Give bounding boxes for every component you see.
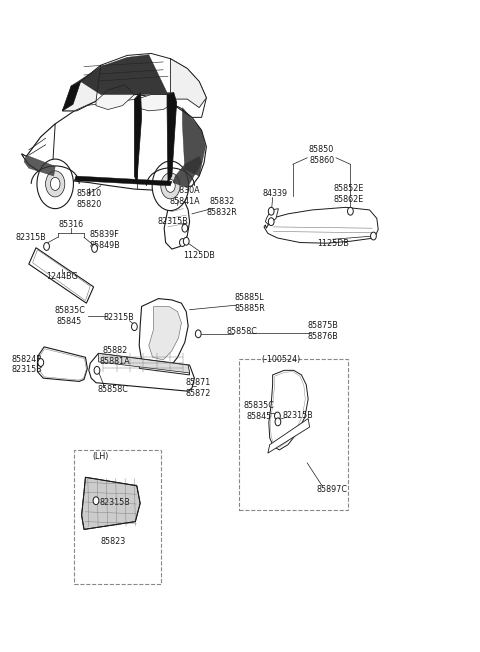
Polygon shape [74, 176, 172, 186]
Polygon shape [37, 347, 87, 381]
Circle shape [275, 418, 281, 426]
Circle shape [268, 218, 274, 226]
Polygon shape [98, 353, 190, 373]
Text: 85316: 85316 [59, 220, 84, 230]
Text: 85897C: 85897C [317, 485, 348, 494]
Circle shape [132, 323, 137, 331]
Text: 85871
85872: 85871 85872 [186, 378, 211, 398]
Polygon shape [24, 155, 55, 176]
Polygon shape [173, 156, 202, 188]
Text: 85875B
85876B: 85875B 85876B [307, 321, 338, 341]
Text: 82315B: 82315B [282, 411, 313, 421]
Circle shape [195, 330, 201, 338]
Polygon shape [268, 419, 310, 453]
Circle shape [268, 207, 274, 215]
Circle shape [50, 177, 60, 190]
Text: 82315B: 82315B [100, 497, 131, 507]
Polygon shape [139, 360, 190, 375]
Polygon shape [269, 370, 308, 450]
Polygon shape [96, 85, 134, 110]
Circle shape [180, 239, 185, 246]
Polygon shape [62, 53, 206, 117]
Polygon shape [182, 108, 205, 176]
Text: (-100524): (-100524) [262, 355, 301, 364]
Circle shape [348, 207, 353, 215]
Polygon shape [29, 248, 94, 303]
Text: 82315B: 82315B [157, 216, 188, 226]
Circle shape [183, 237, 189, 245]
Circle shape [92, 244, 97, 252]
Polygon shape [164, 201, 190, 249]
Polygon shape [71, 55, 174, 95]
Text: 84339: 84339 [263, 189, 288, 198]
Polygon shape [22, 124, 55, 171]
Polygon shape [62, 82, 81, 111]
Text: 85885L
85885R: 85885L 85885R [234, 293, 265, 313]
Text: 85835C
85845: 85835C 85845 [244, 402, 275, 421]
Text: 82315B: 82315B [11, 365, 42, 374]
Circle shape [46, 171, 65, 197]
Polygon shape [149, 306, 181, 360]
Circle shape [166, 179, 175, 192]
Bar [239, 359, 348, 510]
Text: 85830A
85841A: 85830A 85841A [169, 186, 200, 205]
Text: 1125DB: 1125DB [317, 239, 348, 248]
Text: 85850
85860: 85850 85860 [309, 145, 334, 165]
Text: 85824B: 85824B [11, 355, 42, 364]
Text: 85810
85820: 85810 85820 [76, 189, 101, 209]
Polygon shape [89, 353, 194, 391]
Circle shape [182, 224, 188, 232]
Polygon shape [22, 95, 206, 190]
Polygon shape [62, 65, 101, 111]
Circle shape [161, 173, 180, 199]
Text: 85852E
85862E: 85852E 85862E [334, 184, 364, 203]
Text: 1244BG: 1244BG [47, 272, 78, 281]
Polygon shape [265, 209, 278, 225]
Polygon shape [170, 59, 206, 108]
Circle shape [38, 359, 44, 366]
Text: 85823: 85823 [100, 537, 125, 546]
Circle shape [94, 366, 100, 374]
Text: 85839F
85849B: 85839F 85849B [89, 230, 120, 250]
Circle shape [44, 243, 49, 250]
Circle shape [37, 159, 73, 209]
Bar [74, 450, 161, 584]
Text: 85882
85881A: 85882 85881A [100, 346, 131, 366]
Polygon shape [139, 299, 188, 370]
Circle shape [152, 161, 189, 211]
Text: 85858C: 85858C [227, 327, 258, 336]
Text: 1125DB: 1125DB [183, 251, 215, 260]
Polygon shape [137, 95, 175, 111]
Text: 85858C: 85858C [97, 385, 128, 394]
Polygon shape [82, 477, 140, 529]
Text: 82315B: 82315B [16, 233, 47, 243]
Circle shape [371, 232, 376, 240]
Text: 85835C
85845: 85835C 85845 [54, 306, 85, 326]
Text: 82315B: 82315B [104, 313, 134, 322]
Polygon shape [134, 93, 142, 183]
Polygon shape [264, 207, 378, 243]
Circle shape [275, 412, 280, 420]
Polygon shape [167, 93, 177, 183]
Text: 85832
85832R: 85832 85832R [206, 197, 237, 216]
Circle shape [93, 497, 99, 505]
Text: (LH): (LH) [93, 452, 109, 461]
